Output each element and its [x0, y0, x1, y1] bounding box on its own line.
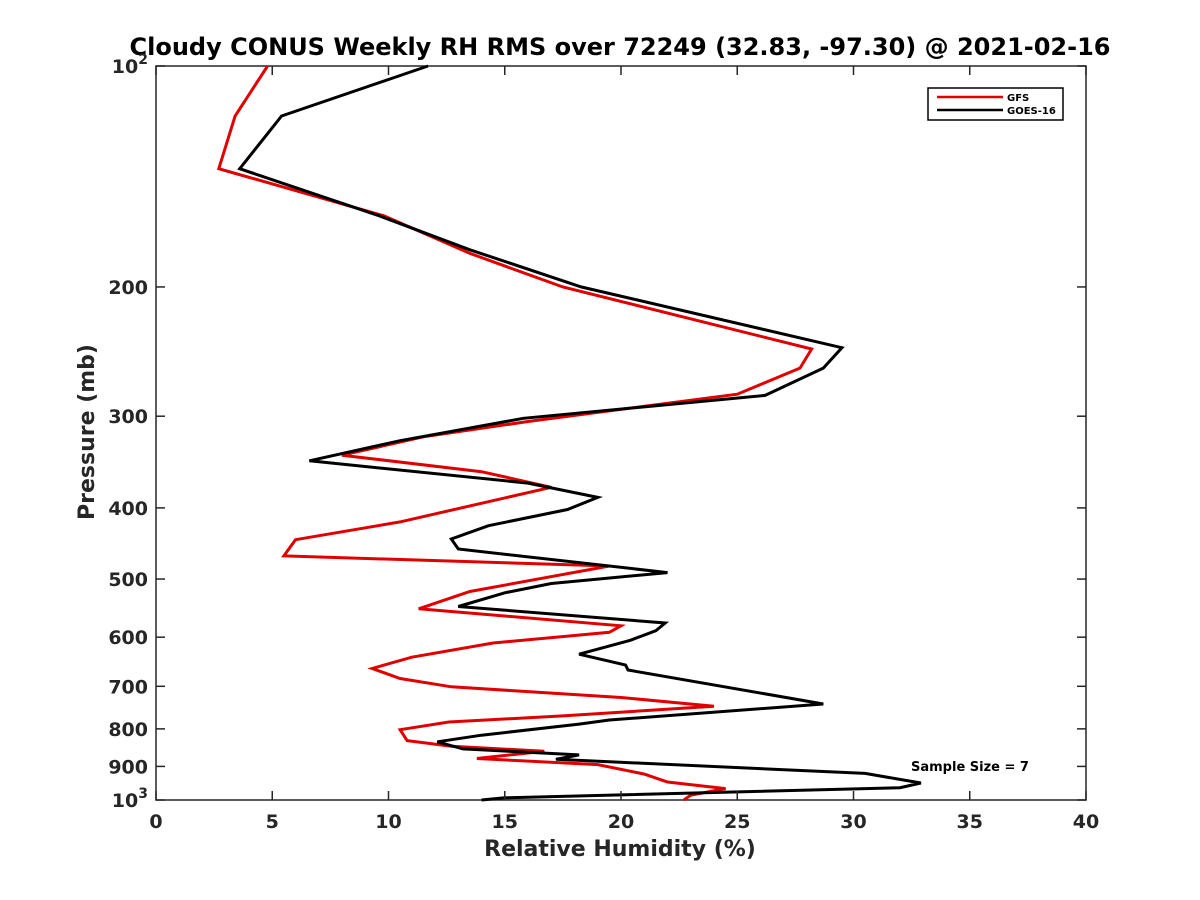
x-tick-label: 15 — [492, 811, 518, 833]
legend-label-goes-16: GOES-16 — [1007, 106, 1056, 117]
y-tick-label: 800 — [108, 719, 148, 741]
chart-title: Cloudy CONUS Weekly RH RMS over 72249 (3… — [130, 33, 1111, 61]
series-layer — [216, 64, 922, 802]
series-line-gfs — [216, 65, 814, 802]
x-tick-label: 25 — [724, 811, 750, 833]
x-axis-label: Relative Humidity (%) — [484, 837, 756, 862]
y-tick-label: 300 — [108, 406, 148, 428]
x-tick-label: 35 — [957, 811, 983, 833]
y-axis-label: Pressure (mb) — [75, 344, 100, 520]
x-axis: 0 5 10 15 20 25 30 35 40 — [149, 66, 1099, 833]
x-tick-label: 30 — [840, 811, 866, 833]
y-tick-label: 102 — [112, 52, 148, 78]
axes-box — [155, 65, 1087, 801]
x-tick-label: 0 — [149, 811, 162, 833]
y-axis: 102 200 300 400 500 600 700 800 900 103 — [108, 52, 1086, 812]
legend-label-gfs: GFS — [1007, 93, 1029, 104]
sample-size-annotation: Sample Size = 7 — [911, 760, 1029, 775]
legend-box — [927, 87, 1064, 121]
x-tick-label: 5 — [266, 811, 279, 833]
y-tick-label: 500 — [108, 569, 148, 591]
x-tick-label: 10 — [375, 811, 401, 833]
series-line-goes-16 — [237, 64, 922, 802]
x-tick-label: 20 — [608, 811, 634, 833]
y-tick-label: 900 — [108, 756, 148, 778]
legend: GFS GOES-16 — [927, 87, 1064, 121]
y-tick-label: 600 — [108, 627, 148, 649]
x-tick-label: 40 — [1073, 811, 1099, 833]
y-tick-label: 400 — [108, 498, 148, 520]
plot-area — [155, 64, 1087, 802]
y-tick-label: 103 — [112, 786, 148, 812]
y-tick-label: 200 — [108, 277, 148, 299]
y-tick-label: 700 — [108, 676, 148, 698]
